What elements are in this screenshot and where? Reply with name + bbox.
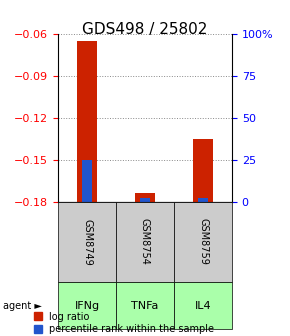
Text: IL4: IL4 — [195, 301, 211, 311]
Text: GSM8749: GSM8749 — [82, 218, 92, 265]
Text: agent ►: agent ► — [3, 301, 42, 311]
Text: IFNg: IFNg — [75, 301, 99, 311]
Legend: log ratio, percentile rank within the sample: log ratio, percentile rank within the sa… — [34, 311, 214, 335]
Bar — [193, 138, 213, 202]
Text: TNFa: TNFa — [131, 301, 159, 311]
Text: GSM8759: GSM8759 — [198, 218, 208, 265]
Text: GDS498 / 25802: GDS498 / 25802 — [82, 22, 208, 37]
Bar — [140, 198, 150, 202]
Bar — [77, 41, 97, 202]
Bar — [135, 193, 155, 202]
Bar — [82, 160, 92, 202]
Bar — [198, 198, 208, 202]
Text: GSM8754: GSM8754 — [140, 218, 150, 265]
